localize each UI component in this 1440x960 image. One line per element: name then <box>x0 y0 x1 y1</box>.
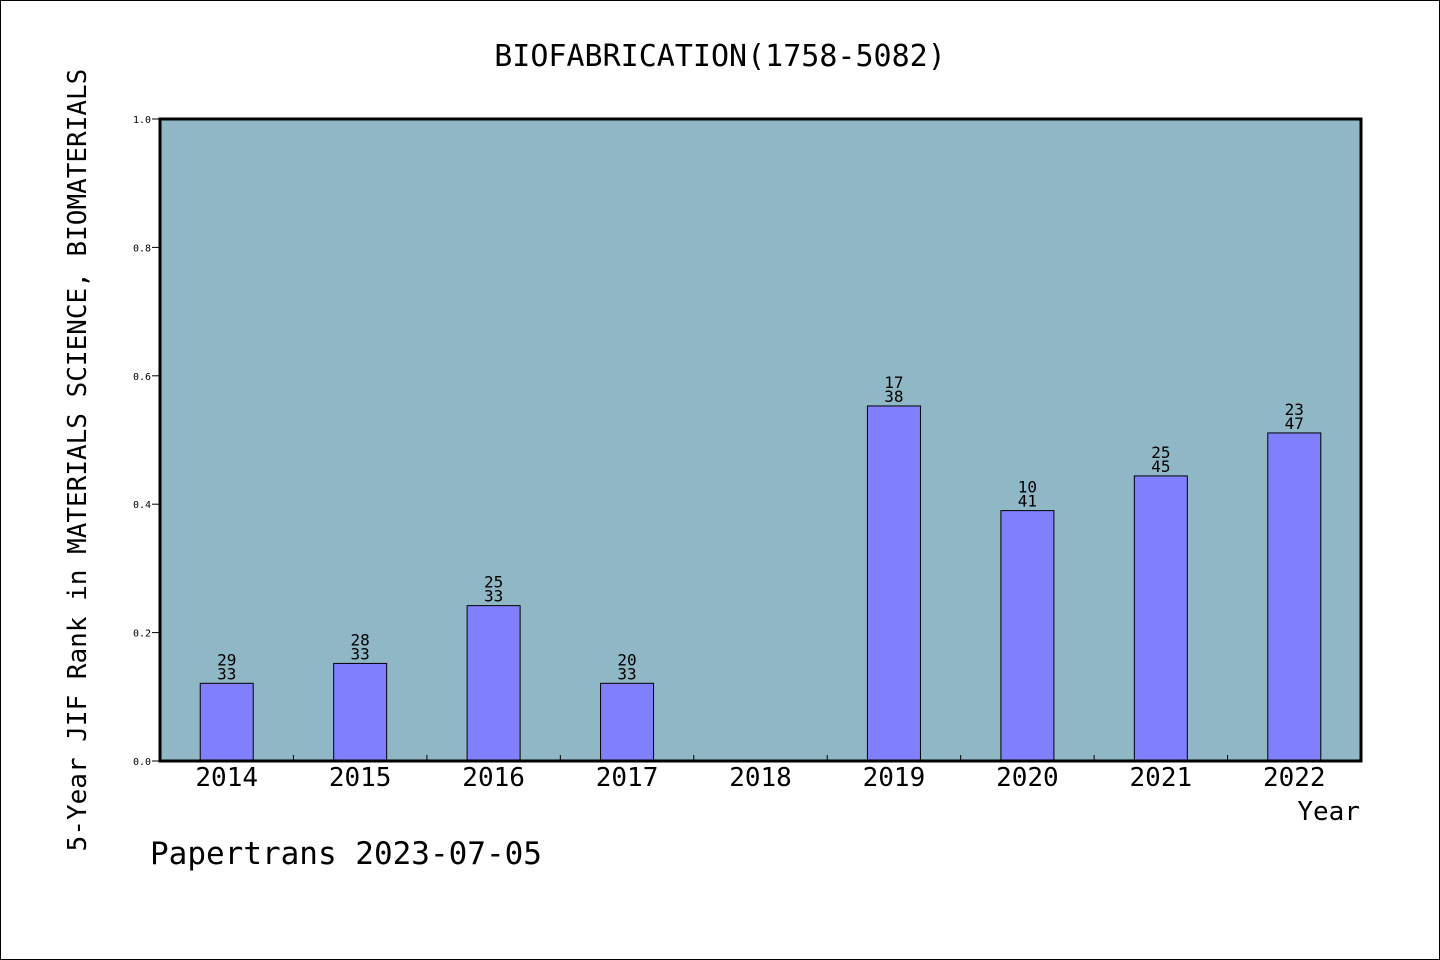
bar-label-rank-2015: 28 <box>351 630 370 649</box>
x-tick-label-2015: 2015 <box>329 763 392 793</box>
bar-label-total-2022: 47 <box>1285 414 1304 433</box>
x-tick-label-2017: 2017 <box>596 763 659 793</box>
chart-title: BIOFABRICATION(1758-5082) <box>494 39 946 74</box>
bar-label-rank-2022: 23 <box>1285 400 1304 419</box>
footer-credit: Papertrans 2023-07-05 <box>150 836 542 872</box>
bar-label-rank-2017: 20 <box>617 650 636 669</box>
bar-label-total-2015: 33 <box>351 644 370 663</box>
y-axis-ticks: 0.0 0.2 0.4 0.6 0.8 1.0 <box>133 115 160 768</box>
plot-border <box>158 117 1363 763</box>
bar-2014 <box>199 682 254 762</box>
bar-2017 <box>600 682 655 762</box>
bar-2019 <box>866 405 921 762</box>
x-tick-label-2022: 2022 <box>1263 763 1326 793</box>
x-tick-label-2016: 2016 <box>462 763 525 793</box>
bar-label-rank-2020: 10 <box>1018 478 1037 497</box>
bar-label-total-2017: 33 <box>617 664 636 683</box>
y-tick-label-0.0: 0.0 <box>133 757 151 768</box>
bar-label-total-2020: 41 <box>1018 492 1037 511</box>
bar-label-total-2021: 45 <box>1151 457 1170 476</box>
y-axis-label: 5-Year JIF Rank in MATERIALS SCIENCE, BI… <box>63 69 93 852</box>
x-tick-label-2021: 2021 <box>1130 763 1193 793</box>
bar-label-total-2014: 33 <box>217 664 236 683</box>
bars-layer <box>199 405 1322 762</box>
y-tick-label-0.6: 0.6 <box>133 372 151 383</box>
bar-2015 <box>333 662 388 762</box>
bar-2016 <box>466 605 521 762</box>
bar-label-rank-2019: 17 <box>884 373 903 392</box>
bar-label-rank-2014: 29 <box>217 650 236 669</box>
x-tick-label-2020: 2020 <box>996 763 1059 793</box>
x-tick-label-2018: 2018 <box>729 763 792 793</box>
x-axis-label: Year <box>1297 797 1360 827</box>
x-axis-ticks: 2014 2015 2016 2017 2018 2019 2020 2021 2022 <box>195 755 1326 793</box>
bar-label-total-2019: 38 <box>884 387 903 406</box>
bar-label-total-2016: 33 <box>484 587 503 606</box>
x-tick-label-2019: 2019 <box>863 763 926 793</box>
bar-label-rank-2021: 25 <box>1151 443 1170 462</box>
y-tick-label-0.4: 0.4 <box>133 500 151 511</box>
y-tick-label-1.0: 1.0 <box>133 115 151 126</box>
bar-label-rank-2016: 25 <box>484 573 503 592</box>
bar-2021 <box>1133 475 1188 762</box>
bar-2020 <box>1000 510 1055 762</box>
bar-2022 <box>1267 432 1322 762</box>
x-tick-label-2014: 2014 <box>195 763 258 793</box>
y-tick-label-0.8: 0.8 <box>133 243 151 254</box>
y-tick-label-0.2: 0.2 <box>133 629 151 640</box>
